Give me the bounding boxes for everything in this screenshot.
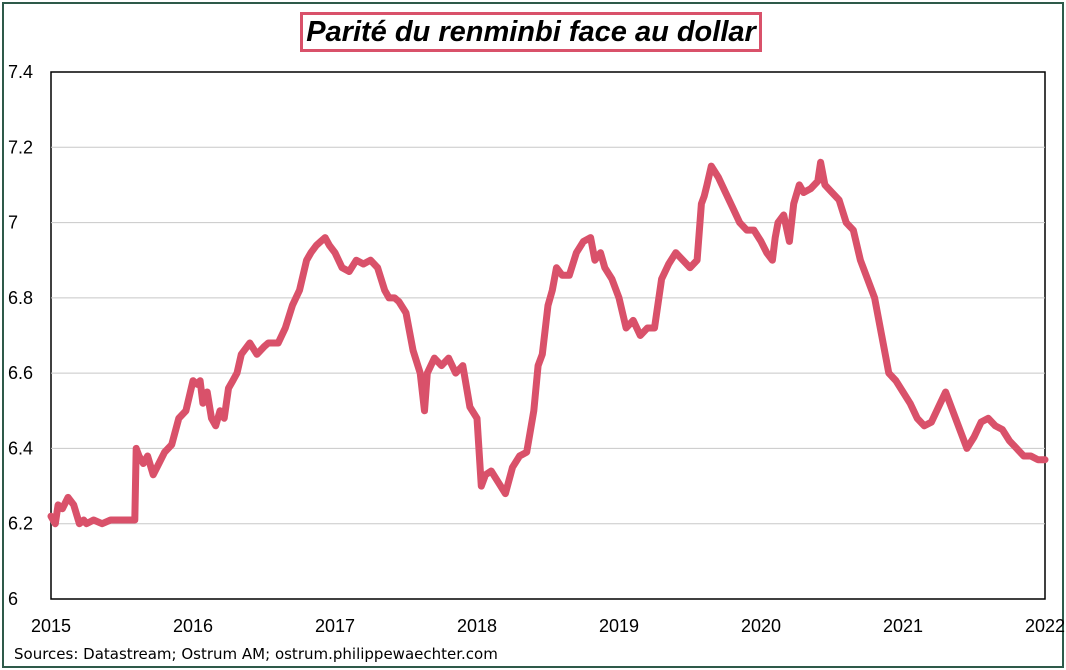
x-tick-labels: 2015 2016 2017 2018 2019 2020 2021 2022 [31,616,1065,636]
x-tick-label: 2020 [741,616,781,636]
x-tick-label: 2019 [599,616,639,636]
y-tick-label: 6.6 [8,363,33,383]
y-tick-label: 6.2 [8,514,33,534]
x-tick-label: 2018 [457,616,497,636]
x-tick-label: 2022 [1025,616,1065,636]
chart-title: Parité du renminbi face au dollar [300,12,762,52]
y-tick-label: 7 [8,213,18,233]
y-tick-label: 7.2 [8,137,33,157]
y-tick-label: 7.4 [8,62,33,82]
x-tick-label: 2021 [883,616,923,636]
x-tick-label: 2015 [31,616,71,636]
series-line [47,158,1049,528]
source-note: Sources: Datastream; Ostrum AM; ostrum.p… [14,645,498,663]
x-tick-label: 2017 [315,616,355,636]
y-tick-labels: 6 6.2 6.4 6.6 6.8 7 7.2 7.4 [8,62,33,609]
y-tick-label: 6 [8,589,18,609]
x-tick-label: 2016 [173,616,213,636]
gridlines [51,146,1045,525]
y-tick-label: 6.4 [8,438,33,458]
y-tick-label: 6.8 [8,288,33,308]
